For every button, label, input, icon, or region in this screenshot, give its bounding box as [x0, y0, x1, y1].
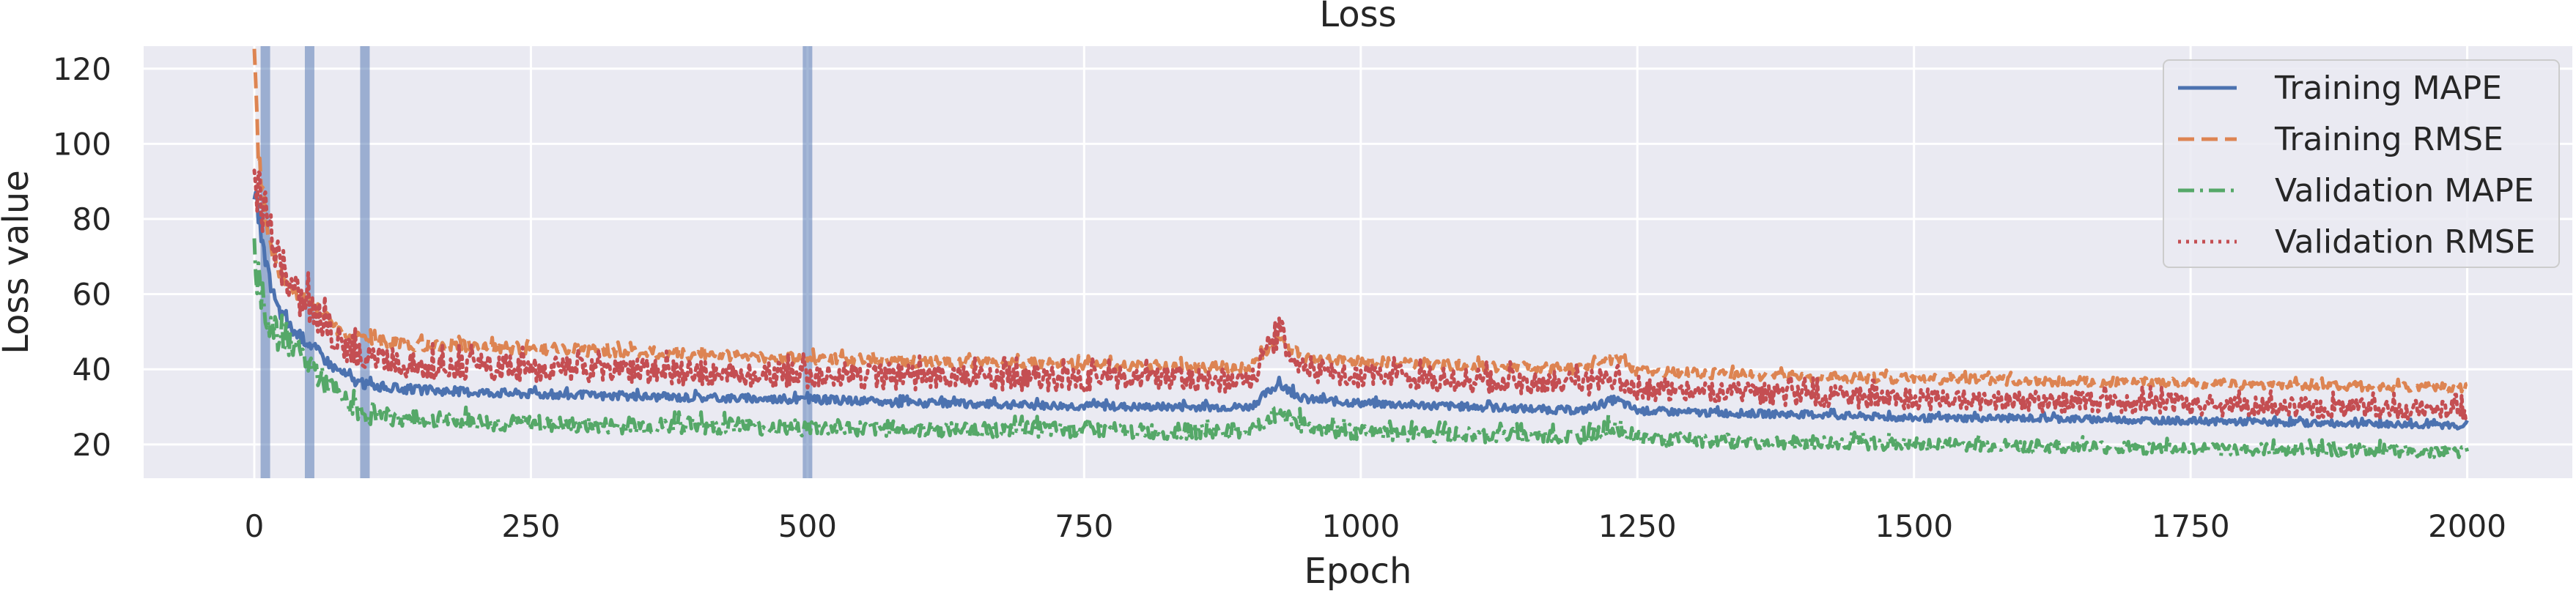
series-line-training-rmse [252, 48, 2468, 394]
legend-label: Validation RMSE [2275, 223, 2536, 261]
y-axis-label: Loss value [0, 170, 37, 354]
x-tick-label: 500 [778, 508, 837, 544]
series-lines [252, 48, 2470, 459]
x-tick-labels: 0 250 500 750 1000 1250 1500 1750 2000 [245, 508, 2506, 544]
y-tick-label: 40 [73, 352, 111, 387]
x-tick-label: 2000 [2428, 508, 2506, 544]
x-tick-label: 1500 [1875, 508, 1953, 544]
y-tick-label: 120 [53, 51, 111, 87]
legend-label: Training RMSE [2274, 121, 2503, 158]
x-axis-label: Epoch [1304, 551, 1412, 591]
y-tick-label: 60 [73, 277, 111, 313]
x-tick-label: 0 [245, 508, 265, 544]
y-tick-label: 80 [73, 201, 111, 237]
legend-label: Training MAPE [2274, 70, 2502, 107]
legend-box [2163, 59, 2560, 268]
y-tick-label: 20 [73, 427, 111, 463]
series-line-validation-rmse [252, 168, 2470, 423]
x-tick-label: 1250 [1598, 508, 1677, 544]
x-tick-label: 250 [501, 508, 560, 544]
x-tick-label: 750 [1055, 508, 1113, 544]
legend: Training MAPE Training RMSE Validation MAP… [2163, 59, 2560, 268]
y-tick-label: 100 [53, 126, 111, 162]
vertical-markers [260, 46, 813, 478]
chart-title: Loss [1319, 0, 1396, 35]
legend-label: Validation MAPE [2275, 172, 2534, 209]
x-tick-label: 1000 [1321, 508, 1400, 544]
series-line-validation-mape [252, 238, 2470, 459]
x-tick-label: 1750 [2152, 508, 2230, 544]
series-line-training-mape [252, 190, 2469, 431]
y-tick-labels: 20 40 60 80 100 120 [53, 51, 111, 463]
